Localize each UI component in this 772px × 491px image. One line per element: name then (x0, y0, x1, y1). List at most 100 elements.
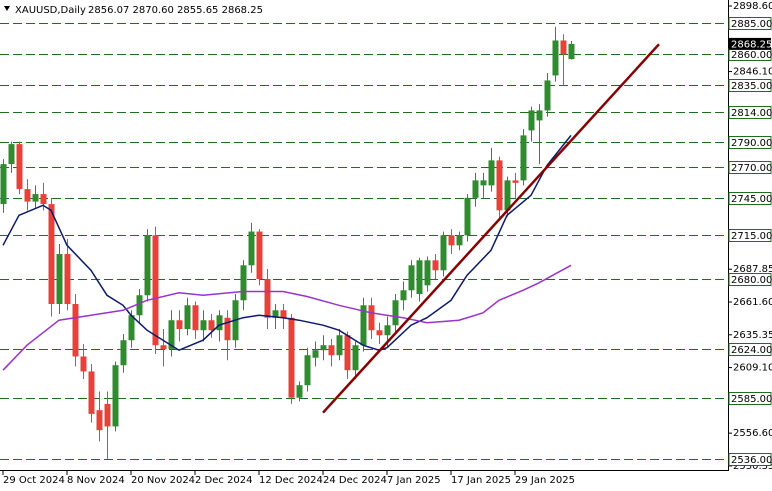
ohlc-label: 2856.07 2870.60 2855.65 2868.25 (88, 5, 263, 16)
candle-body (0, 164, 7, 205)
candle-body (216, 315, 223, 331)
candle-body (496, 160, 503, 211)
candle-body (248, 231, 255, 266)
level-label-box (728, 392, 772, 405)
level-label: 2715.00 (731, 231, 772, 242)
candle-body (344, 335, 351, 371)
y-tick-label: 2661.60 (733, 297, 772, 308)
y-tick-label: 2846.10 (733, 67, 772, 78)
candle-body (192, 305, 199, 331)
y-tick-label: 2609.10 (733, 363, 772, 374)
candle-body (552, 40, 559, 76)
candle-body (472, 180, 479, 198)
level-label-box (728, 106, 772, 119)
level-label-box (728, 161, 772, 174)
y-tick-label: 2898.60 (733, 1, 772, 12)
candle-body (424, 260, 431, 286)
candle-body (120, 340, 127, 366)
candle-body (544, 80, 551, 111)
candle-body (520, 135, 527, 181)
x-tick-label: 29 Jan 2025 (515, 475, 575, 486)
candle-body (104, 403, 111, 427)
level-label: 2624.00 (731, 345, 772, 356)
level-label: 2770.00 (731, 163, 772, 174)
candle-body (464, 197, 471, 236)
candle-body (112, 365, 119, 427)
candle-body (336, 335, 343, 356)
level-label: 2860.00 (731, 50, 772, 61)
chart-title: XAUUSD,Daily (15, 5, 86, 16)
candle-body (184, 305, 191, 329)
x-tick-label: 7 Jan 2025 (387, 475, 441, 486)
candle-body (240, 265, 247, 301)
current-price-label: 2868.25 (731, 39, 772, 50)
candle-body (288, 317, 295, 398)
candle-body (256, 231, 263, 280)
y-tick-label: 2635.35 (733, 330, 772, 341)
candle-body (16, 144, 23, 190)
y-tick-label: 2530.35 (733, 461, 772, 472)
level-label-box (728, 453, 772, 466)
candle-body (160, 345, 167, 349)
candle-body (320, 345, 327, 351)
level-label-box (728, 136, 772, 149)
candle-body (72, 304, 79, 357)
x-tick-label: 12 Dec 2024 (259, 475, 323, 486)
candle-body (400, 290, 407, 301)
candle-body (312, 350, 319, 358)
level-label-box (728, 192, 772, 205)
level-label-box (728, 343, 772, 356)
candle-body (528, 110, 535, 131)
candle-body (488, 160, 495, 186)
candle-body (128, 315, 135, 341)
level-label: 2585.00 (731, 394, 772, 405)
x-tick-label: 8 Nov 2024 (67, 475, 125, 486)
level-label: 2814.00 (731, 108, 772, 119)
candle-body (416, 260, 423, 295)
candle-body (296, 385, 303, 398)
candle-body (384, 325, 391, 336)
x-tick-label: 17 Jan 2025 (451, 475, 511, 486)
candle-body (152, 235, 159, 346)
x-tick-label: 20 Nov 2024 (131, 475, 195, 486)
x-tick-label: 2 Dec 2024 (195, 475, 253, 486)
candle-body (280, 310, 287, 318)
candle-body (176, 320, 183, 329)
candle-body (560, 40, 567, 55)
candle-body (512, 180, 519, 183)
candle-body (168, 320, 175, 349)
level-label-box (728, 229, 772, 242)
level-label: 2790.00 (731, 138, 772, 149)
level-label: 2536.00 (731, 455, 772, 466)
candle-body (408, 265, 415, 291)
candle-body (88, 371, 95, 414)
candle-body (448, 235, 455, 246)
x-tick-label: 29 Oct 2024 (3, 475, 65, 486)
candle-body (368, 305, 375, 331)
candle-body (568, 43, 575, 60)
level-label-box (728, 79, 772, 92)
candle-body (144, 235, 151, 296)
candle-body (328, 345, 335, 356)
candle-body (440, 235, 447, 271)
candle-body (272, 310, 279, 318)
moving-average (2, 134, 572, 352)
menu-triangle[interactable] (4, 6, 10, 11)
candle-body (432, 260, 439, 271)
candle-body (224, 317, 231, 341)
candle-body (200, 320, 207, 331)
trendline (322, 43, 660, 414)
level-label: 2680.00 (731, 275, 772, 286)
candle-body (264, 279, 271, 318)
level-label: 2835.00 (731, 81, 772, 92)
x-tick-label: 24 Dec 2024 (323, 475, 387, 486)
candle-body (456, 235, 463, 246)
candle-body (64, 254, 71, 305)
candle-body (96, 410, 103, 431)
level-label: 2885.00 (731, 19, 772, 30)
level-label-box (728, 273, 772, 286)
candle-body (360, 305, 367, 346)
candle-body (376, 330, 383, 336)
